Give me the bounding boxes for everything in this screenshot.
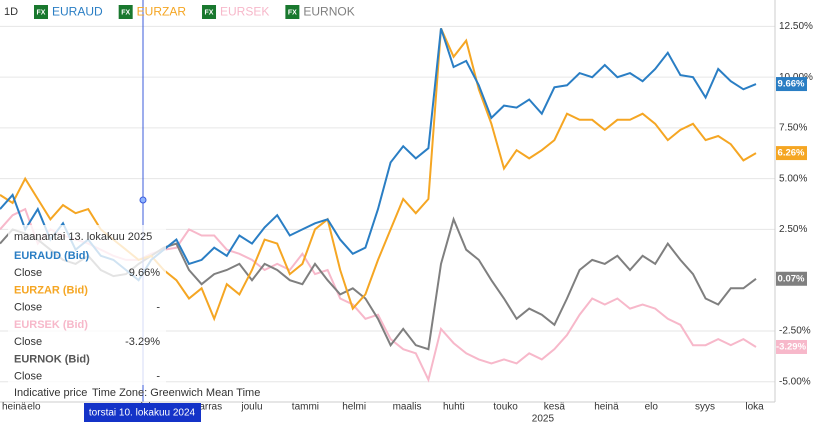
tooltip-series: EURZAR (Bid) [14, 284, 88, 296]
tooltip: maanantai 13. lokakuu 2025 EURAUD (Bid) Cl… [14, 231, 160, 383]
tooltip-series: EURAUD (Bid) [14, 250, 89, 262]
y-tick-label: 12.50% [779, 21, 813, 32]
legend-label[interactable]: EURSEK [220, 5, 269, 19]
crosshair-dot [139, 196, 147, 204]
x-tick-label: joulu [240, 402, 262, 413]
end-label: 0.07% [778, 273, 805, 284]
end-label-box [776, 271, 807, 286]
legend-badge[interactable] [118, 5, 133, 19]
tooltip-value: - [156, 370, 160, 382]
tooltip-panel [8, 225, 166, 385]
legend-badge[interactable] [285, 5, 300, 19]
end-label: 6.26% [778, 148, 805, 159]
tooltip-field: Close [14, 301, 42, 313]
footer-note: Indicative price [14, 387, 87, 399]
legend-badge[interactable] [202, 5, 217, 19]
end-label-box [776, 146, 807, 161]
crosshair-label-box [84, 403, 201, 422]
end-label-box [776, 339, 807, 354]
tooltip-value: -3.29% [125, 336, 160, 348]
x-tick-label: syys [695, 402, 715, 413]
tooltip-series: EURSEK (Bid) [14, 319, 88, 331]
x-tick-label: touko [493, 402, 518, 413]
tooltip-field: Close [14, 267, 42, 279]
tooltip-value: - [156, 301, 160, 313]
end-label-box [776, 77, 807, 92]
x-tick-label: tammi [292, 402, 319, 413]
legend-badge-text[interactable]: FX [37, 9, 46, 16]
x-tick-label: heinä [2, 402, 27, 413]
legend-label[interactable]: EURZAR [137, 5, 187, 19]
x-tick-label: helmi [342, 402, 366, 413]
year-label: 2025 [532, 414, 555, 424]
tooltip-field: Close [14, 370, 42, 382]
y-tick-label: -2.50% [779, 326, 811, 337]
legend-label[interactable]: EURAUD [52, 5, 103, 19]
end-labels: -3.29% 0.07% 6.26% 9.66% [776, 77, 807, 354]
x-tick-label: huhti [443, 402, 465, 413]
tooltip-date: maanantai 13. lokakuu 2025 [14, 231, 152, 243]
y-tick-label: 5.00% [779, 173, 807, 184]
x-tick-label: kesä [544, 402, 566, 413]
footer-note: Time Zone: Greenwich Mean Time [92, 387, 260, 399]
end-label: -3.29% [776, 341, 807, 352]
legend-badge[interactable] [34, 5, 48, 19]
y-tick-label: 7.50% [779, 123, 807, 134]
legend-badge-text[interactable]: FX [121, 9, 130, 16]
tooltip-value: 9.66% [129, 267, 160, 279]
tooltip-series: EURNOK (Bid) [14, 353, 90, 365]
y-tick-label: 2.50% [779, 224, 807, 235]
x-tick-label: loka [745, 402, 764, 413]
x-tick-label: elo [27, 402, 41, 413]
tooltip-field: Close [14, 336, 42, 348]
legend: 1D FX EURAUD FX EURZAR FX EURSEK FX EURNOK [4, 5, 355, 19]
y-tick-label: -5.00% [779, 376, 811, 387]
x-tick-label: maalis [393, 402, 422, 413]
end-label: 9.66% [778, 79, 805, 90]
x-tick-label: marras [191, 402, 222, 413]
x-tick-label: elo [645, 402, 659, 413]
interval[interactable]: 1D [4, 6, 18, 18]
crosshair-label: torstai 10. lokakuu 2024 [89, 408, 196, 419]
legend-badge-text[interactable]: FX [288, 9, 297, 16]
legend-badge-text[interactable]: FX [205, 9, 214, 16]
legend-label[interactable]: EURNOK [303, 5, 354, 19]
x-tick-label: heinä [594, 402, 619, 413]
